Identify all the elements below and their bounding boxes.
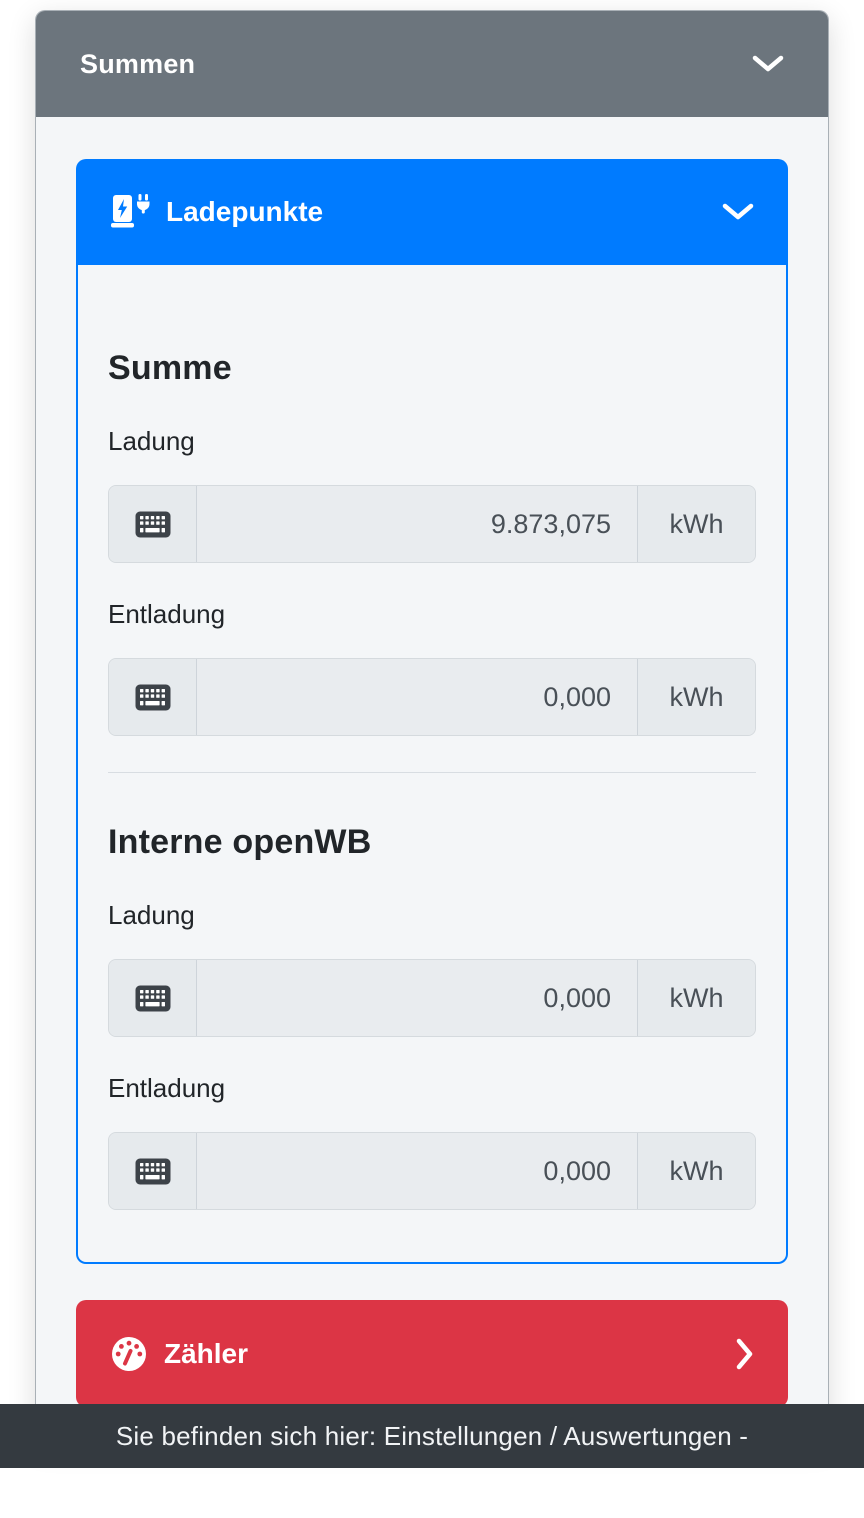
summe-entladung-input-group: kWh [108,658,756,736]
gauge-icon [110,1335,148,1373]
interne-entladung-input-group: kWh [108,1132,756,1210]
zaehler-card-title: Zähler [164,1337,249,1369]
summen-card: Summen [35,10,829,1440]
keyboard-icon[interactable] [109,1133,197,1209]
section-divider [108,772,756,773]
unit-label: kWh [638,960,755,1036]
interne-ladung-input-group: kWh [108,959,756,1037]
chevron-down-icon[interactable] [722,203,754,221]
ladepunkte-card-body: Summe Ladung [76,265,788,1264]
summe-entladung-input[interactable] [197,659,638,735]
field-label: Entladung [108,1073,226,1103]
field-label: Ladung [108,900,195,930]
ladepunkte-card-header[interactable]: Ladepunkte [76,159,788,265]
summen-card-title: Summen [80,48,196,79]
section-heading: Interne openWB [108,823,372,861]
ladepunkte-card-title: Ladepunkte [166,196,324,227]
chevron-down-icon[interactable] [752,55,784,73]
summe-ladung-input[interactable] [197,486,638,562]
section-heading: Summe [108,349,232,387]
unit-label: kWh [638,1133,755,1209]
field-label: Entladung [108,599,226,629]
chevron-right-icon[interactable] [736,1338,754,1370]
unit-label: kWh [638,486,755,562]
unit-label: kWh [638,659,755,735]
summen-card-body: Ladepunkte Summe Ladung [36,117,828,1407]
breadcrumb-text: Sie befinden sich hier: Einstellungen / … [115,1420,749,1451]
summe-ladung-input-group: kWh [108,485,756,563]
ladepunkte-card: Ladepunkte Summe Ladung [76,159,788,1264]
keyboard-icon[interactable] [109,659,197,735]
charging-station-icon [110,193,150,231]
interne-entladung-input[interactable] [197,1133,638,1209]
interne-ladung-input[interactable] [197,960,638,1036]
summen-card-header[interactable]: Summen [36,11,828,117]
breadcrumb-bar: Sie befinden sich hier: Einstellungen / … [0,1404,864,1468]
field-label: Ladung [108,426,195,456]
keyboard-icon[interactable] [109,960,197,1036]
zaehler-card-header[interactable]: Zähler [76,1300,788,1407]
keyboard-icon[interactable] [109,486,197,562]
